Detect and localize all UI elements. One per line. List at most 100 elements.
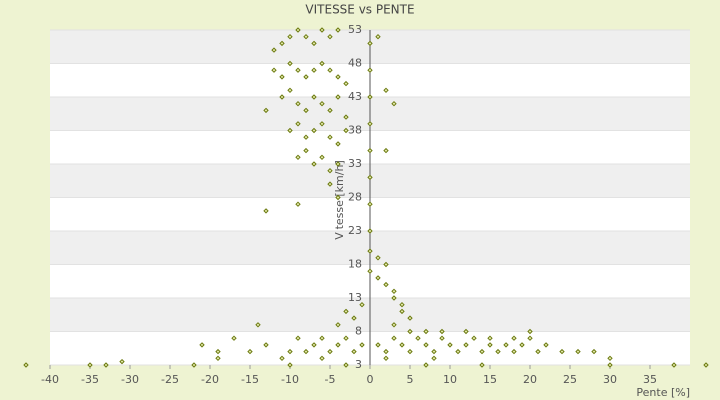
point bbox=[407, 348, 413, 355]
point bbox=[295, 100, 301, 107]
point bbox=[487, 342, 493, 348]
point bbox=[343, 335, 349, 341]
point bbox=[287, 87, 293, 94]
point bbox=[295, 335, 301, 341]
point bbox=[351, 315, 357, 321]
point bbox=[351, 348, 357, 355]
x-tick-label: 10 bbox=[443, 373, 457, 386]
point bbox=[295, 121, 301, 127]
point bbox=[463, 328, 469, 335]
point bbox=[391, 295, 397, 301]
point bbox=[471, 335, 477, 341]
point bbox=[399, 308, 405, 315]
point bbox=[23, 362, 29, 368]
x-tick-label: -20 bbox=[201, 373, 219, 386]
point bbox=[391, 322, 397, 328]
point bbox=[415, 335, 421, 341]
point bbox=[431, 348, 437, 355]
point bbox=[335, 94, 341, 100]
point bbox=[359, 301, 365, 308]
y-axis-label: Vitesse [km/h] bbox=[333, 160, 346, 240]
point bbox=[279, 40, 285, 47]
point bbox=[535, 348, 541, 355]
point bbox=[295, 201, 301, 207]
y-tick-label: 48 bbox=[348, 57, 362, 70]
point bbox=[607, 362, 613, 368]
point bbox=[287, 33, 293, 40]
point bbox=[335, 141, 341, 147]
point bbox=[407, 315, 413, 321]
point bbox=[271, 67, 277, 73]
point bbox=[303, 134, 309, 140]
point bbox=[263, 342, 269, 348]
point bbox=[503, 342, 509, 348]
point bbox=[487, 335, 493, 341]
x-tick-label: -5 bbox=[325, 373, 336, 386]
point bbox=[519, 342, 525, 348]
point bbox=[423, 328, 429, 335]
point bbox=[279, 94, 285, 100]
point bbox=[287, 362, 293, 368]
point bbox=[271, 47, 277, 53]
point bbox=[255, 322, 261, 328]
point bbox=[335, 27, 341, 33]
point bbox=[455, 348, 461, 355]
point bbox=[375, 342, 381, 348]
point bbox=[367, 67, 373, 73]
point bbox=[327, 181, 333, 187]
y-tick-label: 8 bbox=[355, 325, 362, 338]
point bbox=[543, 342, 549, 348]
point bbox=[279, 355, 285, 362]
point bbox=[447, 342, 453, 348]
point bbox=[335, 342, 341, 348]
point bbox=[367, 121, 373, 127]
point bbox=[231, 335, 237, 341]
point bbox=[367, 147, 373, 154]
point bbox=[559, 348, 565, 355]
y-tick-label: 18 bbox=[348, 258, 362, 271]
point bbox=[319, 100, 325, 107]
point bbox=[311, 161, 317, 167]
point bbox=[215, 355, 221, 362]
point bbox=[327, 134, 333, 140]
point bbox=[335, 194, 341, 201]
point bbox=[199, 342, 205, 348]
point bbox=[311, 40, 317, 47]
point bbox=[383, 87, 389, 94]
point bbox=[311, 94, 317, 100]
point bbox=[391, 335, 397, 341]
point bbox=[359, 342, 365, 348]
point bbox=[87, 362, 93, 368]
point bbox=[119, 358, 125, 365]
point bbox=[319, 121, 325, 127]
point bbox=[311, 67, 317, 73]
point bbox=[407, 328, 413, 335]
point bbox=[399, 342, 405, 348]
point bbox=[375, 255, 381, 261]
point bbox=[671, 362, 677, 368]
point bbox=[383, 281, 389, 288]
point bbox=[311, 127, 317, 134]
point bbox=[287, 348, 293, 355]
point bbox=[391, 100, 397, 107]
point bbox=[303, 147, 309, 154]
point bbox=[327, 67, 333, 73]
point bbox=[383, 355, 389, 362]
point bbox=[607, 355, 613, 362]
point bbox=[367, 174, 373, 181]
point bbox=[295, 67, 301, 73]
point bbox=[343, 114, 349, 120]
point bbox=[591, 348, 597, 355]
point bbox=[287, 60, 293, 67]
point bbox=[215, 348, 221, 355]
point bbox=[527, 335, 533, 341]
x-tick-label: 25 bbox=[563, 373, 577, 386]
point bbox=[367, 268, 373, 274]
x-axis-label: Pente [%] bbox=[636, 386, 690, 399]
point bbox=[319, 335, 325, 341]
x-tick-label: -15 bbox=[241, 373, 259, 386]
point bbox=[703, 362, 709, 368]
point bbox=[463, 342, 469, 348]
point bbox=[295, 154, 301, 161]
